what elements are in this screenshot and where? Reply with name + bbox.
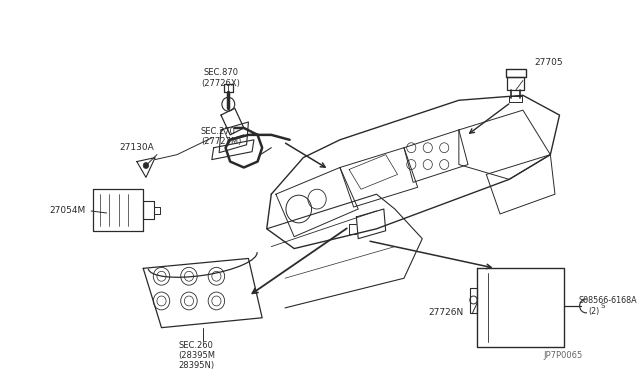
Text: 27705: 27705: [535, 58, 563, 67]
Text: 28395N): 28395N): [178, 361, 214, 370]
Text: SEC.870: SEC.870: [204, 68, 239, 77]
Text: (27726X): (27726X): [202, 79, 241, 88]
Circle shape: [143, 163, 148, 169]
Text: (2): (2): [589, 307, 600, 316]
Text: 27054M: 27054M: [49, 206, 85, 215]
Text: S: S: [600, 303, 605, 309]
Text: JP7P0065: JP7P0065: [543, 351, 582, 360]
Text: 27130A: 27130A: [120, 143, 154, 152]
Text: S08566-6168A: S08566-6168A: [579, 296, 637, 305]
Text: (27727M): (27727M): [201, 137, 241, 146]
Text: 27726N: 27726N: [428, 308, 463, 317]
Text: SEC.260: SEC.260: [179, 341, 214, 350]
Text: (28395M: (28395M: [178, 351, 215, 360]
Text: SEC.270: SEC.270: [201, 127, 236, 137]
